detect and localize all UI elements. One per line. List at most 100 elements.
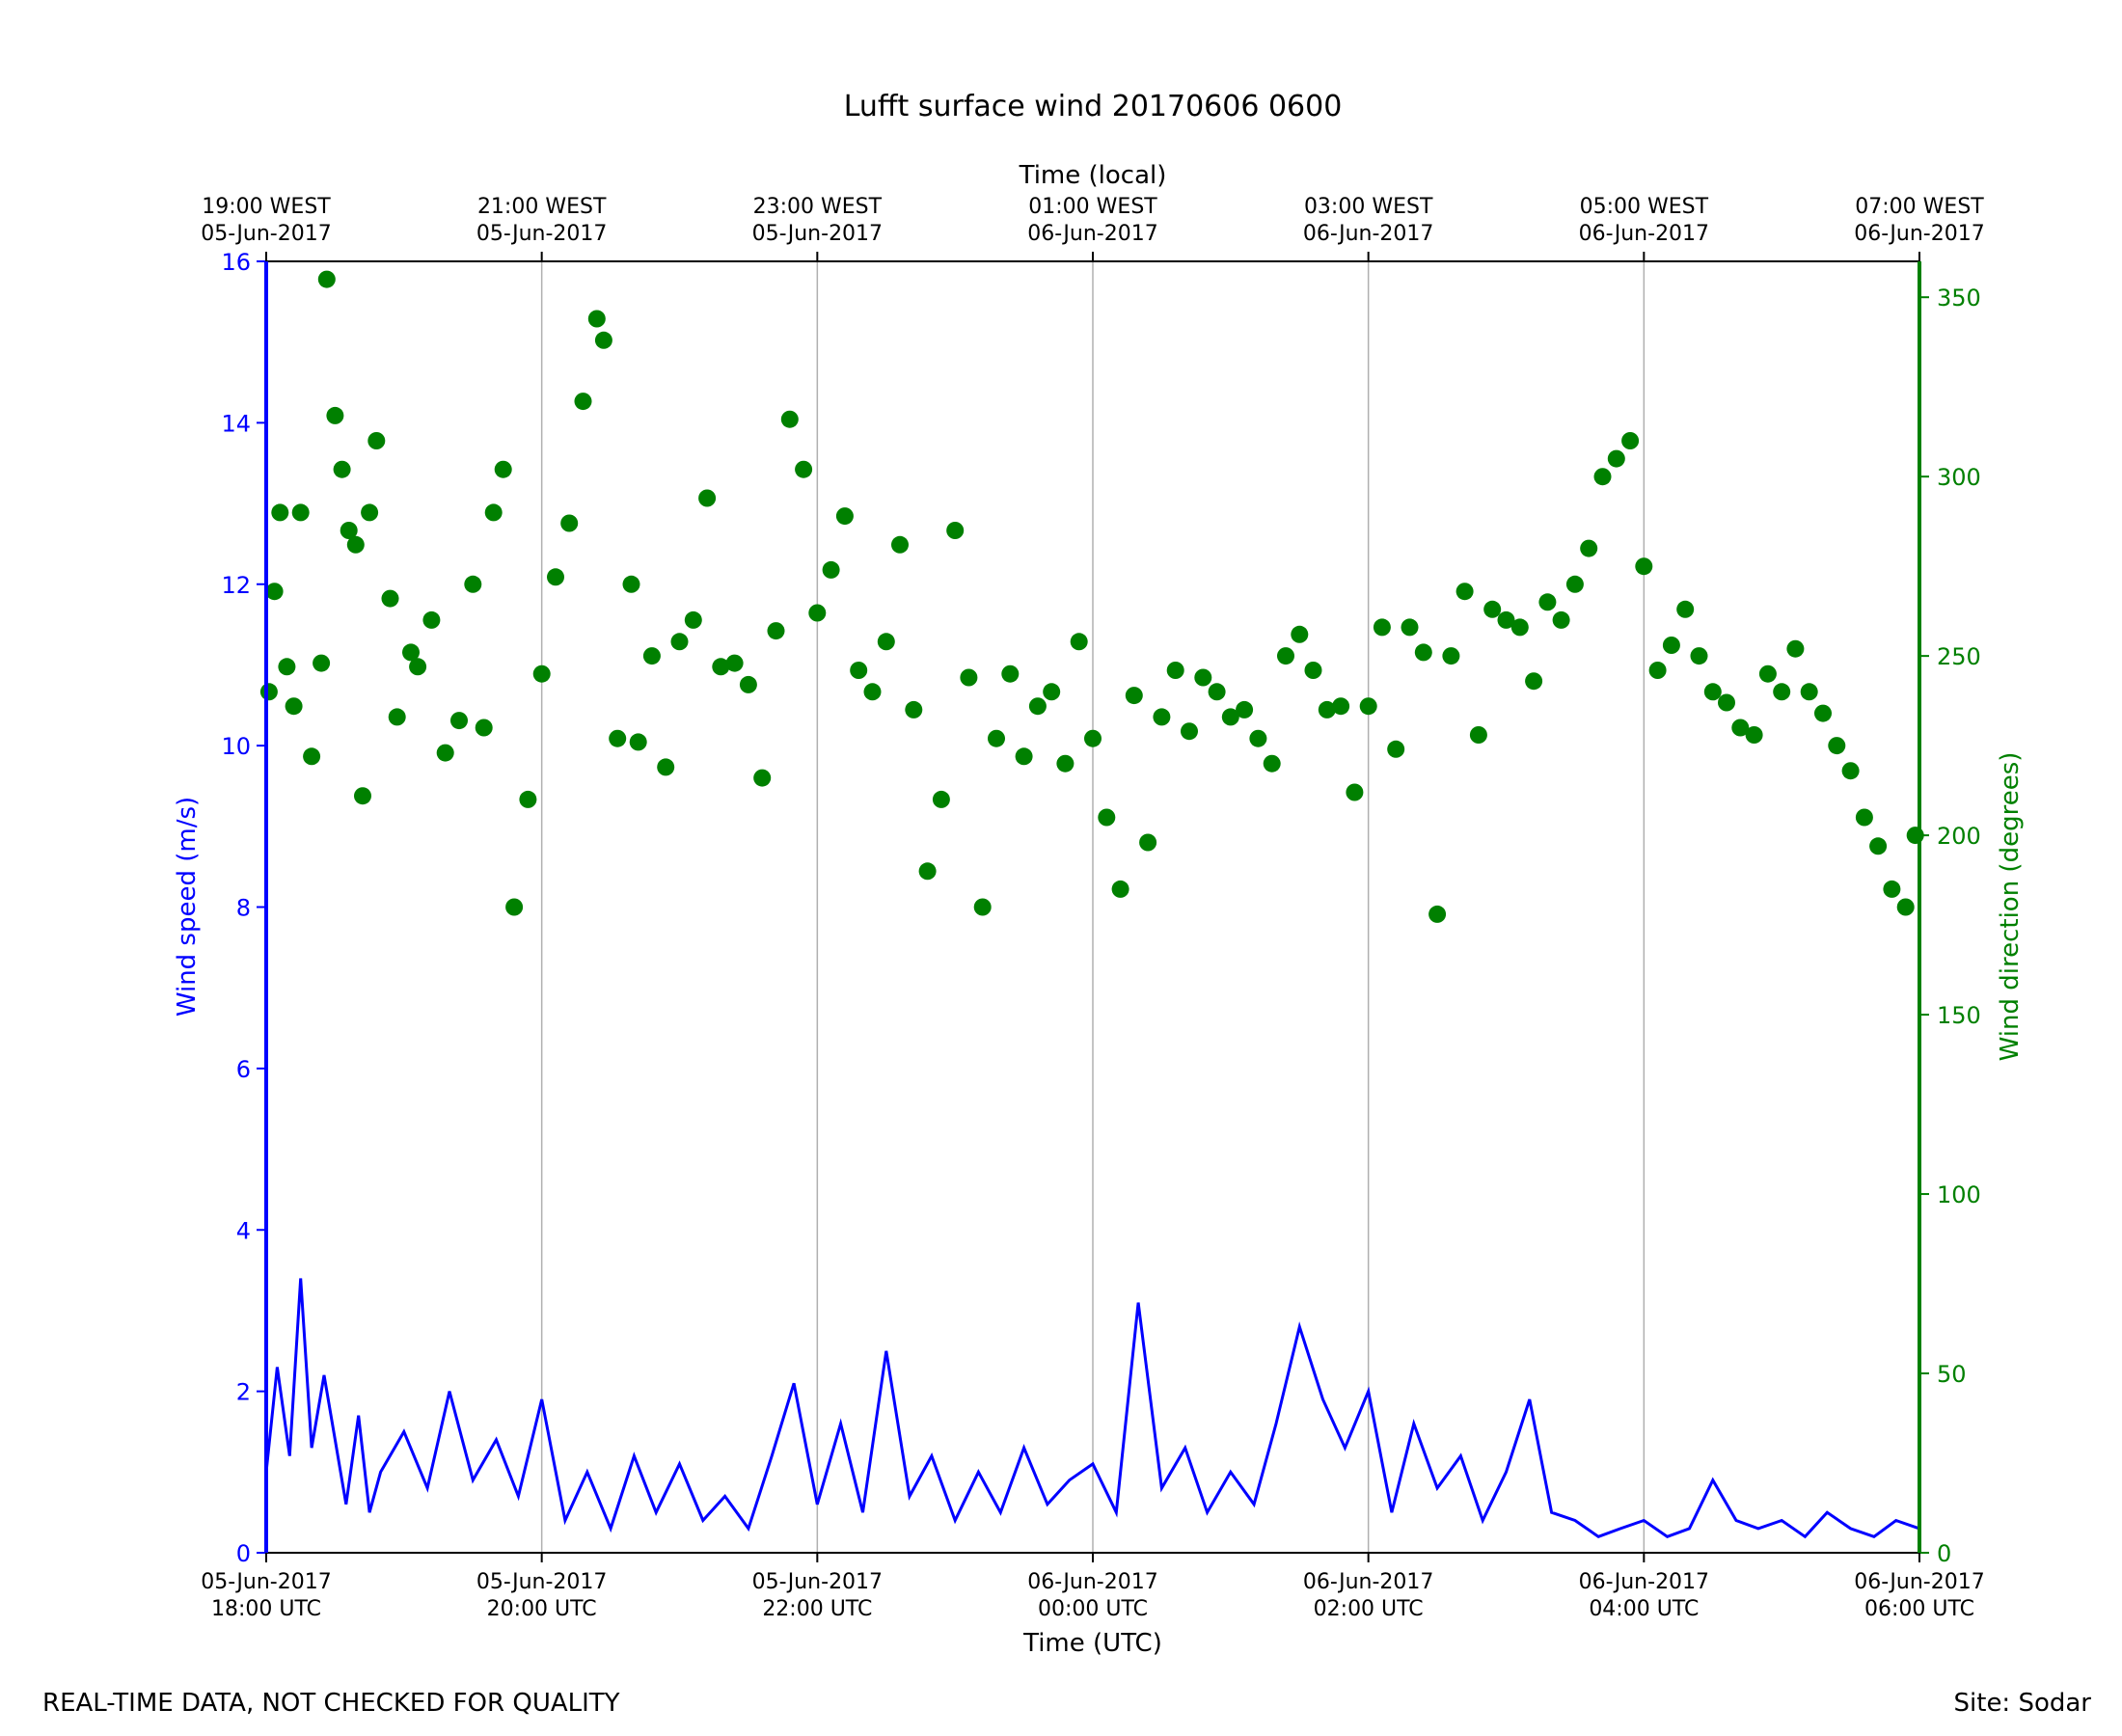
bottom-tick-date: 05-Jun-2017 (201, 1570, 331, 1594)
direction-point (1249, 729, 1267, 747)
direction-point (1497, 610, 1515, 629)
footer-site: Site: Sodar (1954, 1689, 2092, 1718)
direction-point (1786, 639, 1805, 658)
direction-point (1056, 754, 1075, 773)
direction-point (973, 898, 992, 916)
direction-point (464, 575, 482, 593)
direction-point (388, 708, 406, 726)
direction-point (1814, 704, 1832, 722)
direction-point (1828, 737, 1846, 755)
left-tick-label: 8 (236, 895, 251, 922)
left-tick-label: 14 (221, 410, 251, 437)
direction-point (622, 575, 640, 593)
direction-point (1304, 662, 1322, 679)
wind-direction-series (259, 270, 1924, 923)
direction-point (303, 747, 321, 766)
direction-point (1552, 610, 1570, 629)
direction-point (960, 668, 978, 687)
bottom-tick-date: 06-Jun-2017 (1303, 1570, 1433, 1594)
direction-point (1662, 637, 1680, 654)
top-axis-ticks: 19:00 WEST 05-Jun-2017 21:00 WEST 05-Jun-20… (201, 195, 1985, 261)
direction-point (1745, 726, 1763, 744)
direction-point (475, 719, 493, 737)
direction-point (1758, 665, 1777, 683)
left-tick-label: 4 (236, 1217, 251, 1244)
direction-point (767, 622, 785, 640)
direction-point (1841, 762, 1860, 780)
direction-point (1869, 837, 1888, 855)
direction-point (932, 790, 950, 808)
direction-point (863, 683, 882, 701)
direction-point (574, 393, 592, 411)
right-axis-ticks: 0 50 100 150 200 250 300 350 (1919, 285, 1981, 1567)
direction-point (1731, 719, 1750, 737)
wind-speed-series (264, 1278, 1920, 1539)
direction-point (560, 514, 579, 532)
direction-point (1263, 754, 1281, 773)
direction-point (850, 662, 868, 679)
direction-point (367, 432, 386, 449)
direction-point (1855, 808, 1873, 827)
direction-point (1166, 662, 1184, 679)
direction-point (1635, 557, 1653, 576)
direction-point (946, 522, 965, 539)
direction-point (1773, 683, 1791, 701)
left-tick-label: 12 (221, 572, 251, 599)
direction-point (484, 503, 503, 522)
chart-title: Lufft surface wind 20170606 0600 (844, 90, 1343, 123)
direction-point (594, 331, 612, 349)
direction-point (1332, 697, 1350, 716)
direction-point (1718, 693, 1735, 712)
direction-point (361, 503, 379, 522)
direction-point (1208, 683, 1226, 701)
direction-point (381, 589, 399, 608)
direction-point (1565, 575, 1584, 593)
direction-point (1387, 740, 1405, 758)
right-tick-label: 150 (1937, 1002, 1981, 1029)
top-axis-label: Time (local) (1019, 161, 1167, 190)
direction-point (1139, 833, 1157, 852)
direction-point (1291, 625, 1309, 643)
direction-point (278, 658, 296, 676)
bottom-tick-time: 20:00 UTC (487, 1597, 597, 1621)
direction-point (642, 647, 661, 665)
top-tick-date: 06-Jun-2017 (1027, 222, 1157, 246)
top-tick-date: 05-Jun-2017 (476, 222, 607, 246)
direction-point (271, 503, 289, 522)
left-tick-label: 6 (236, 1056, 251, 1083)
direction-point (265, 583, 284, 601)
footer-disclaimer: REAL-TIME DATA, NOT CHECKED FOR QUALITY (42, 1689, 620, 1718)
direction-point (808, 604, 827, 622)
bottom-axis-ticks: 05-Jun-2017 18:00 UTC 05-Jun-2017 20:00 UTC… (201, 1553, 1985, 1621)
right-tick-label: 250 (1937, 643, 1981, 670)
bottom-tick-time: 18:00 UTC (211, 1597, 321, 1621)
direction-point (753, 769, 772, 787)
direction-point (629, 733, 647, 751)
direction-point (1676, 600, 1695, 618)
direction-point (1098, 808, 1116, 827)
direction-point (402, 643, 420, 662)
direction-point (1414, 643, 1432, 662)
direction-point (739, 675, 757, 693)
direction-point (1221, 708, 1239, 726)
bottom-tick-time: 22:00 UTC (762, 1597, 872, 1621)
right-tick-label: 350 (1937, 285, 1981, 312)
direction-point (1800, 683, 1818, 701)
top-tick-time: 21:00 WEST (477, 195, 607, 219)
direction-point (698, 489, 717, 507)
bottom-tick-date: 05-Jun-2017 (476, 1570, 607, 1594)
left-tick-label: 0 (236, 1540, 251, 1567)
direction-point (587, 310, 606, 328)
direction-point (1593, 468, 1612, 486)
direction-point (1015, 747, 1033, 766)
direction-point (1690, 647, 1708, 665)
direction-point (1181, 722, 1198, 741)
direction-point (835, 507, 854, 526)
bottom-tick-date: 05-Jun-2017 (752, 1570, 883, 1594)
left-tick-label: 2 (236, 1379, 251, 1406)
direction-point (354, 787, 371, 805)
speed-line (264, 1278, 1920, 1539)
direction-point (291, 503, 310, 522)
top-tick-time: 03:00 WEST (1304, 195, 1433, 219)
direction-point (1125, 687, 1143, 705)
